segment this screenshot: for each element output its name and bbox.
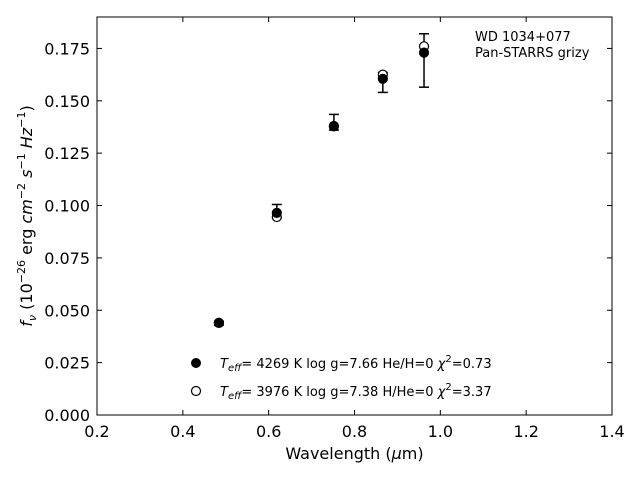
- x-tick-label: 1.4: [599, 422, 624, 441]
- filled-point: [328, 121, 339, 132]
- x-axis-title-unit-rest: m): [402, 444, 424, 463]
- error-bars: [213, 33, 430, 327]
- y-tick-label: 0.075: [44, 249, 90, 268]
- y-tick-label: 0.125: [44, 144, 90, 163]
- y-tick-label: 0.150: [44, 92, 90, 111]
- filled-point: [377, 73, 388, 84]
- x-tick-label: 0.6: [256, 422, 281, 441]
- filled-point: [271, 207, 282, 218]
- y-tick-label: 0.175: [44, 39, 90, 58]
- y-tick-label: 0.050: [44, 301, 90, 320]
- y-tick-label: 0.025: [44, 354, 90, 373]
- legend-entry-2: Teff= 3976 K log g=7.38 H/He=0 χ2=3.37: [220, 382, 492, 402]
- x-axis-title: Wavelength (μm): [285, 444, 423, 463]
- plot-frame: [96, 16, 613, 416]
- annotation-line-1: WD 1034+077: [475, 30, 571, 45]
- data-points: [213, 41, 430, 328]
- svg-text:fν (10−26 erg cm−2 s−1 Hz−1): fν (10−26 erg cm−2 s−1 Hz−1): [15, 105, 39, 326]
- x-axis-title-text: Wavelength (: [285, 444, 391, 463]
- legend-entry-1: Teff= 4269 K log g=7.66 He/H=0 χ2=0.73: [220, 354, 492, 374]
- filled-point: [418, 47, 430, 58]
- filled-point: [213, 317, 224, 328]
- axis-ticks: [96, 17, 613, 416]
- x-tick-label: 1.0: [428, 422, 453, 441]
- legend-marker-filled: [191, 358, 201, 368]
- y-tick-label: 0.000: [44, 406, 90, 425]
- legend-marker-open: [190, 385, 202, 397]
- annotation: WD 1034+077 Pan-STARRS grizy: [475, 30, 590, 61]
- x-tick-label: 1.2: [513, 422, 538, 441]
- legend: Teff= 4269 K log g=7.66 He/H=0 χ2=0.73 T…: [190, 354, 492, 402]
- annotation-line-2: Pan-STARRS grizy: [475, 46, 590, 61]
- x-tick-label: 0.2: [84, 422, 109, 441]
- y-tick-label: 0.100: [44, 197, 90, 216]
- axis-tick-labels: 0.2 0.4 0.6 0.8 1.0 1.2 1.4 0.000 0.025 0.050 0.07…: [44, 39, 625, 441]
- x-tick-label: 0.8: [342, 422, 367, 441]
- x-tick-label: 0.4: [170, 422, 195, 441]
- y-axis-title: fν (10−26 erg cm−2 s−1 Hz−1): [15, 105, 39, 326]
- x-axis-title-unit: μ: [391, 444, 402, 463]
